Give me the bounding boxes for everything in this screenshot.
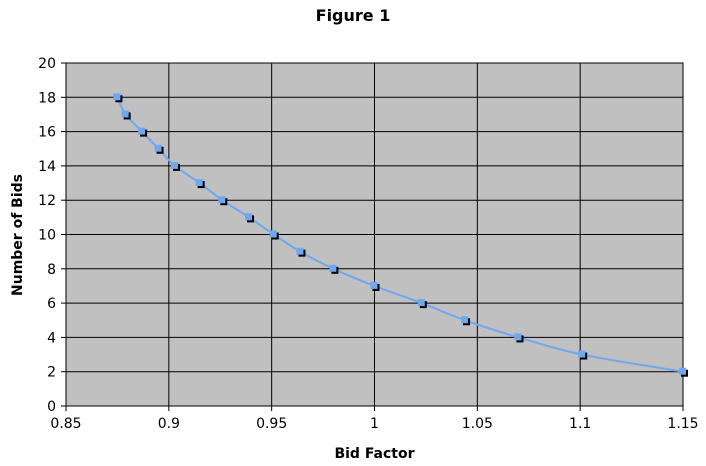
y-tick-label: 10: [38, 228, 56, 244]
data-point: [514, 333, 522, 341]
y-tick-label: 12: [38, 193, 56, 209]
y-tick-label: 14: [38, 159, 56, 175]
x-axis-label: Bid Factor: [334, 446, 415, 462]
y-tick-label: 16: [38, 125, 56, 141]
data-point: [121, 110, 129, 118]
data-point: [417, 299, 425, 307]
data-point: [329, 264, 337, 272]
data-point: [195, 179, 203, 187]
data-point: [578, 350, 586, 358]
y-tick-label: 0: [47, 399, 56, 415]
x-tick-label: 0.9: [158, 416, 180, 432]
x-tick-label: 1.1: [569, 416, 591, 432]
chart-title: Figure 1: [315, 6, 391, 25]
x-tick-label: 1.05: [462, 416, 493, 432]
data-point: [218, 196, 226, 204]
data-point: [679, 367, 686, 375]
data-point: [460, 316, 468, 324]
data-point: [113, 93, 121, 101]
x-tick-label: 1: [370, 416, 379, 432]
x-tick-label: 0.85: [50, 416, 81, 432]
data-point: [296, 247, 304, 255]
y-tick-label: 20: [38, 56, 56, 72]
data-point: [171, 161, 179, 169]
x-tick-label: 0.95: [256, 416, 287, 432]
y-tick-label: 8: [47, 262, 56, 278]
data-point: [269, 230, 277, 238]
plot-border: [65, 62, 684, 407]
y-tick-label: 6: [47, 296, 56, 312]
data-point: [138, 127, 146, 135]
y-tick-label: 4: [47, 330, 56, 346]
y-tick-label: 18: [38, 90, 56, 106]
y-tick-label: 2: [47, 365, 56, 381]
data-point: [154, 144, 162, 152]
x-tick-label: 1.15: [667, 416, 698, 432]
data-point: [370, 281, 378, 289]
data-point: [245, 213, 253, 221]
y-axis-label: Number of Bids: [10, 174, 26, 296]
